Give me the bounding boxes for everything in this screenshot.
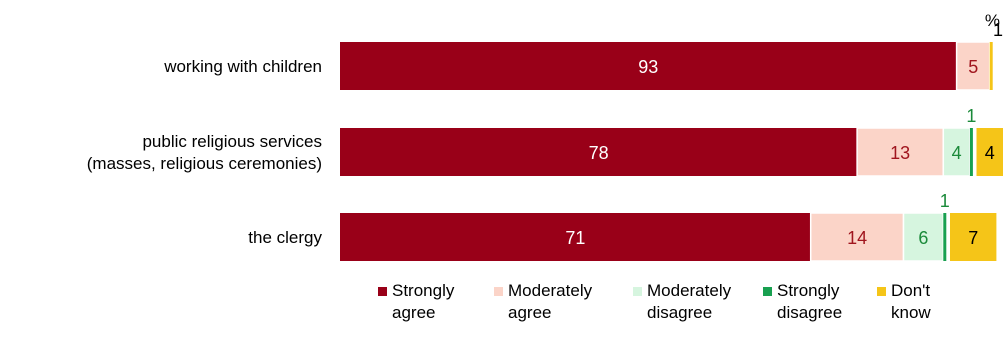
legend: Strongly agree Moderately agree Moderately di… (378, 281, 931, 322)
value-label-public-religious-services-masses-religious-ceremonies-moderately-agree: 13 (890, 143, 910, 163)
bar-public-religious-services-masses-religious-ceremonies-strongly-agree (340, 128, 858, 176)
value-label-the-clergy-moderately-disagree: 6 (918, 228, 928, 248)
value-label-the-clergy-don-t-know: 7 (968, 228, 978, 248)
legend-swatch-moderately-agree (494, 287, 503, 296)
category-label-working-with-children: working with children (163, 57, 322, 76)
legend-label-moderately-agree: Moderately agree (508, 281, 593, 322)
value-label-public-religious-services-masses-religious-ceremonies-strongly-agree: 78 (589, 143, 609, 163)
bar-public-religious-services-masses-religious-ceremonies-don-t-know (976, 128, 1003, 176)
bar-public-religious-services-masses-religious-ceremonies-strongly-disagree (969, 128, 973, 176)
legend-label-strongly-disagree: Strongly disagree (777, 281, 842, 322)
value-label-working-with-children-moderately-agree: 5 (968, 57, 978, 77)
value-label-public-religious-services-masses-religious-ceremonies-strongly-disagree: 1 (966, 106, 976, 126)
category-label-public-religious-services-masses-religious-ceremonies: public religious services (masses, religi… (87, 132, 322, 173)
legend-label-moderately-disagree: Moderately disagree (647, 281, 732, 322)
category-label-the-clergy: the clergy (248, 228, 322, 247)
bar-public-religious-services-masses-religious-ceremonies-moderately-disagree (942, 127, 971, 177)
unit-label: % (985, 11, 1000, 30)
bar-the-clergy-don-t-know (950, 213, 997, 261)
bar-public-religious-services-masses-religious-ceremonies-moderately-agree (856, 127, 945, 177)
bar-the-clergy-strongly-agree (340, 213, 811, 261)
legend-swatch-strongly-disagree (763, 287, 772, 296)
value-label-public-religious-services-masses-religious-ceremonies-don-t-know: 4 (985, 143, 995, 163)
bar-the-clergy-moderately-disagree (902, 212, 945, 262)
value-label-the-clergy-strongly-disagree: 1 (940, 191, 950, 211)
value-label-working-with-children-don-t-know: 1 (993, 20, 1003, 40)
value-label-public-religious-services-masses-religious-ceremonies-moderately-disagree: 4 (952, 143, 962, 163)
legend-label-strongly-agree: Strongly agree (392, 281, 455, 322)
legend-swatch-strongly-agree (378, 287, 387, 296)
value-label-the-clergy-moderately-agree: 14 (847, 228, 867, 248)
legend-swatch-don-t-know (877, 287, 886, 296)
value-label-working-with-children-strongly-agree: 93 (638, 57, 658, 77)
bar-the-clergy-strongly-disagree (943, 213, 947, 261)
bar-working-with-children-strongly-agree (340, 42, 957, 90)
bar-working-with-children-moderately-agree (955, 41, 991, 91)
value-label-the-clergy-strongly-agree: 71 (565, 228, 585, 248)
bar-working-with-children-don-t-know (989, 42, 993, 90)
legend-label-don-t-know: Don't know (891, 281, 931, 322)
legend-swatch-moderately-disagree (633, 287, 642, 296)
